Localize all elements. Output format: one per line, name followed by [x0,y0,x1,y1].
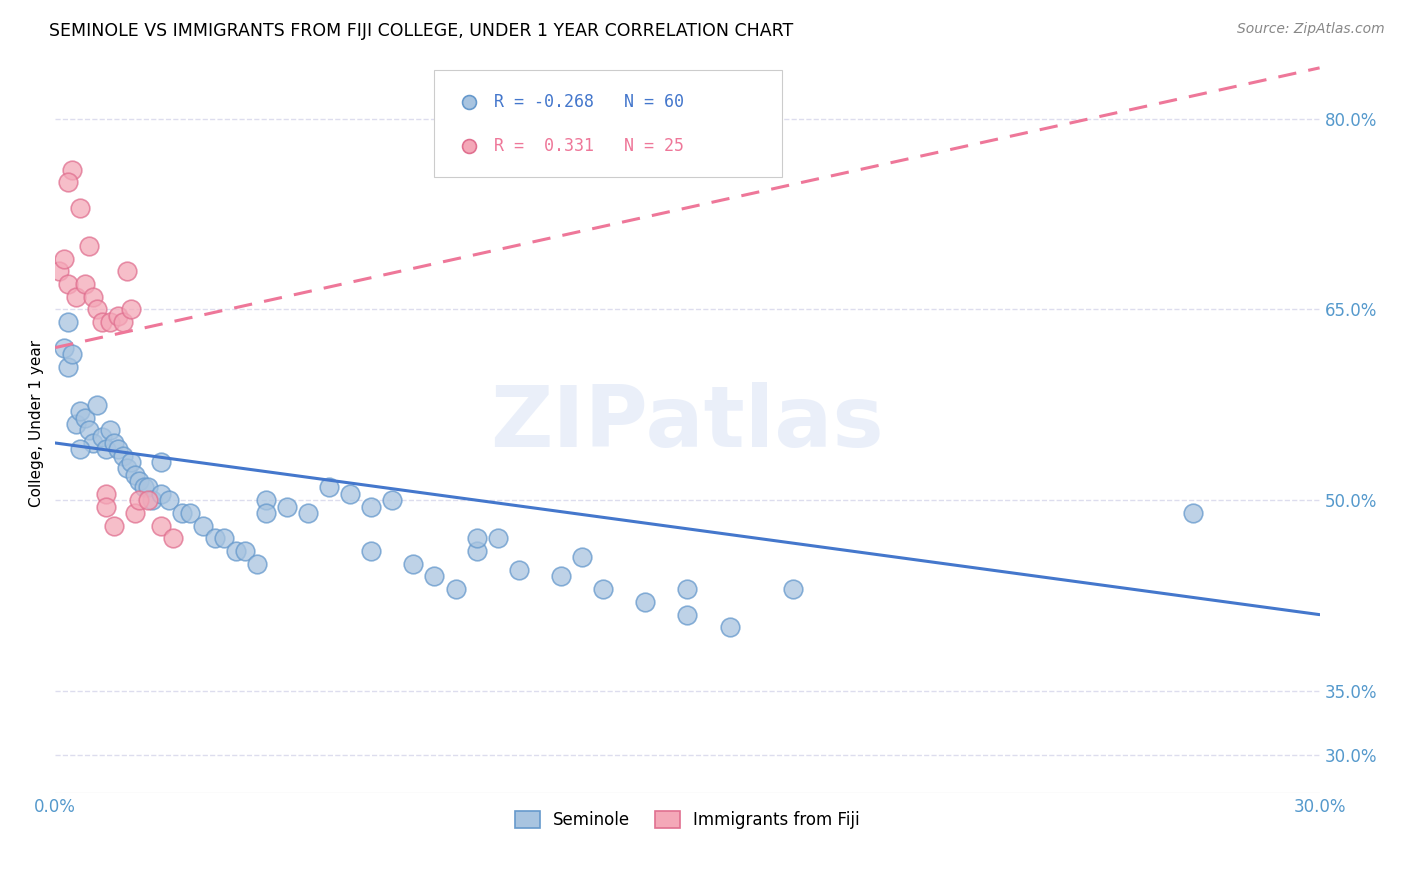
Point [65,290,87,304]
Point [782,582,804,597]
Text: Source: ZipAtlas.com: Source: ZipAtlas.com [1237,22,1385,37]
Point [149,487,172,501]
Point [82,436,104,450]
Text: SEMINOLE VS IMMIGRANTS FROM FIJI COLLEGE, UNDER 1 YEAR CORRELATION CHART: SEMINOLE VS IMMIGRANTS FROM FIJI COLLEGE… [49,22,793,40]
Point [73,410,96,425]
Point [225,544,247,558]
Point [115,264,138,278]
Legend: Seminole, Immigrants from Fiji: Seminole, Immigrants from Fiji [508,805,866,836]
Point [676,582,699,597]
Point [297,506,319,520]
Point [124,506,146,520]
Text: R = -0.268   N = 60: R = -0.268 N = 60 [494,93,683,111]
Point [162,532,184,546]
Point [179,506,201,520]
Point [136,480,159,494]
Point [98,423,121,437]
Point [120,302,142,317]
Point [718,620,741,634]
Point [107,442,129,457]
Point [56,175,79,189]
Point [98,315,121,329]
Point [82,290,104,304]
Point [233,544,256,558]
Point [103,518,125,533]
Point [149,518,172,533]
Y-axis label: College, Under 1 year: College, Under 1 year [30,341,44,508]
Point [157,493,180,508]
Point [90,315,112,329]
Point [56,277,79,291]
Point [128,493,150,508]
Point [191,518,214,533]
Point [56,359,79,374]
Point [276,500,298,514]
Point [48,264,70,278]
Point [634,595,657,609]
Point [246,557,269,571]
Point [360,500,382,514]
Point [254,506,277,520]
Point [423,569,446,583]
Point [103,436,125,450]
Point [69,404,91,418]
Point [592,582,614,597]
Point [149,455,172,469]
Point [120,455,142,469]
Point [60,347,83,361]
Point [486,532,509,546]
Point [90,429,112,443]
Point [94,442,117,457]
Point [115,461,138,475]
Point [360,544,382,558]
Point [136,493,159,508]
Point [69,442,91,457]
Point [132,480,155,494]
Point [77,239,100,253]
Point [402,557,425,571]
Point [56,315,79,329]
Point [571,550,593,565]
Point [381,493,404,508]
Point [52,252,75,266]
Point [65,417,87,431]
Point [107,309,129,323]
FancyBboxPatch shape [434,70,782,177]
Point [77,423,100,437]
Point [444,582,467,597]
Point [52,341,75,355]
Point [318,480,340,494]
Text: R =  0.331   N = 25: R = 0.331 N = 25 [494,136,683,155]
Point [339,487,361,501]
Point [212,532,235,546]
Point [128,474,150,488]
Point [550,569,572,583]
Point [111,315,134,329]
Point [254,493,277,508]
Point [60,162,83,177]
Point [94,487,117,501]
Point [465,544,488,558]
Point [69,201,91,215]
Point [204,532,226,546]
Point [170,506,193,520]
Point [676,607,699,622]
Text: ZIPatlas: ZIPatlas [491,383,884,466]
Point [508,563,530,577]
Point [465,532,488,546]
Point [94,500,117,514]
Point [73,277,96,291]
Point [86,398,108,412]
Point [141,493,163,508]
Point [124,467,146,482]
Point [86,302,108,317]
Point [111,449,134,463]
Point [1182,506,1205,520]
